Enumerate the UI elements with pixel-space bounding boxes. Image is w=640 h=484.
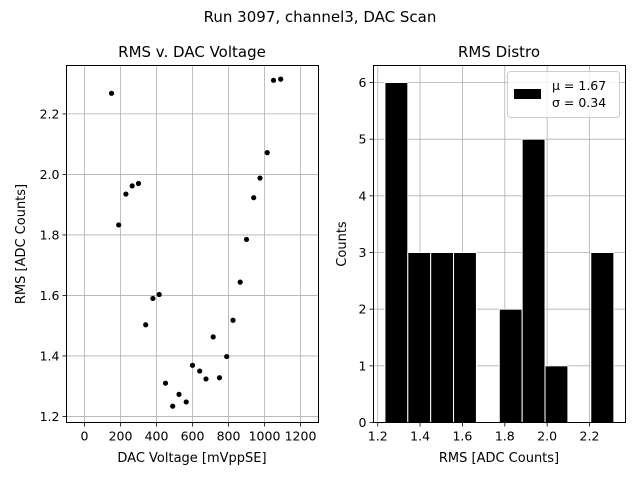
- histogram-x-tick-label: 1.4: [410, 429, 430, 444]
- histogram-bar: [521, 138, 546, 424]
- scatter-point: [129, 183, 135, 189]
- scatter-y-ticks: 1.2 1.4 1.6 1.8 2.0 2.2: [40, 106, 67, 424]
- scatter-point: [230, 317, 236, 323]
- scatter-x-ticks: 0 200 400 600 800 1000 1200: [81, 422, 317, 444]
- scatter-point: [183, 399, 189, 405]
- histogram-y-tick-label: 1: [359, 358, 367, 373]
- histogram-panel: 1.2 1.4 1.6 1.8 2.0 2.2 0 1 2 3 4 5 6 RMS Distro RM…: [335, 43, 626, 466]
- scatter-title: RMS v. DAC Voltage: [118, 43, 266, 61]
- scatter-point: [203, 376, 209, 382]
- scatter-point: [156, 291, 162, 298]
- scatter-point: [150, 295, 156, 302]
- histogram-x-tick-label: 1.6: [452, 429, 472, 444]
- scatter-y-tick-label: 2.0: [40, 167, 60, 182]
- histogram-y-tick-label: 5: [359, 132, 367, 147]
- figure-suptitle: Run 3097, channel3, DAC Scan: [204, 8, 437, 26]
- scatter-point: [237, 279, 243, 285]
- scatter-x-tick-label: 200: [109, 429, 133, 444]
- histogram-bars: [384, 82, 615, 424]
- histogram-x-tick-label: 2.0: [537, 429, 557, 444]
- histogram-bar: [453, 252, 477, 423]
- legend-swatch: [514, 89, 541, 99]
- scatter-point: [108, 90, 115, 96]
- histogram-bar: [384, 82, 409, 423]
- scatter-point: [116, 222, 122, 228]
- histogram-bar: [498, 308, 523, 423]
- scatter-y-tick-label: 1.4: [40, 348, 60, 363]
- scatter-x-tick-label: 800: [217, 429, 241, 444]
- histogram-y-tick-label: 3: [359, 245, 367, 260]
- histogram-bar: [407, 252, 432, 423]
- histogram-y-tick-label: 4: [359, 188, 367, 203]
- scatter-x-tick-label: 1000: [249, 429, 281, 444]
- scatter-point: [123, 191, 129, 197]
- histogram-bar: [544, 365, 569, 424]
- scatter-y-tick-label: 1.8: [40, 227, 60, 242]
- histogram-y-tick-label: 0: [359, 415, 367, 430]
- histogram-x-tick-label: 2.2: [580, 429, 600, 444]
- scatter-point: [189, 362, 196, 368]
- scatter-x-label: DAC Voltage [mVppSE]: [117, 451, 266, 466]
- scatter-x-tick-label: 1200: [285, 429, 317, 444]
- histogram-legend: μ = 1.67 σ = 0.34: [507, 71, 620, 118]
- scatter-point: [170, 403, 176, 409]
- scatter-grid: [66, 65, 319, 423]
- scatter-point: [162, 380, 169, 386]
- scatter-point: [176, 391, 182, 397]
- histogram-axes-frame: [373, 65, 626, 423]
- scatter-y-tick-label: 1.6: [40, 288, 60, 303]
- scatter-point: [270, 77, 277, 83]
- scatter-points: [108, 76, 284, 409]
- scatter-point: [251, 195, 257, 201]
- histogram-x-tick-label: 1.2: [368, 429, 388, 444]
- scatter-x-tick-label: 600: [181, 429, 205, 444]
- legend-mu-text: μ = 1.67: [552, 78, 606, 93]
- histogram-x-tick-label: 1.8: [495, 429, 515, 444]
- histogram-y-label: Counts: [335, 221, 350, 267]
- histogram-y-tick-label: 2: [359, 302, 367, 317]
- histogram-y-tick-label: 6: [359, 75, 367, 90]
- scatter-point: [210, 334, 216, 340]
- histogram-title: RMS Distro: [458, 43, 540, 61]
- scatter-x-tick-label: 400: [145, 429, 169, 444]
- histogram-bar: [590, 252, 615, 423]
- scatter-point: [224, 353, 230, 360]
- legend-sigma-text: σ = 0.34: [552, 95, 606, 110]
- scatter-x-tick-label: 0: [81, 429, 89, 444]
- scatter-point: [143, 322, 149, 328]
- histogram-y-ticks: 0 1 2 3 4 5 6: [359, 75, 374, 430]
- scatter-point: [197, 368, 203, 374]
- histogram-x-ticks: 1.2 1.4 1.6 1.8 2.0 2.2: [368, 422, 600, 444]
- scatter-point: [216, 375, 223, 381]
- scatter-panel: 0 200 400 600 800 1000 1200 1.2 1.4 1.6 1.8 2.0 2.2…: [14, 43, 319, 466]
- scatter-point: [264, 150, 270, 156]
- scatter-y-label: RMS [ADC Counts]: [14, 184, 29, 304]
- legend-box: [507, 71, 620, 118]
- scatter-y-tick-label: 2.2: [40, 106, 60, 121]
- scatter-point: [135, 180, 142, 187]
- histogram-bar: [430, 252, 455, 423]
- histogram-x-label: RMS [ADC Counts]: [439, 451, 559, 466]
- scatter-point: [278, 76, 284, 82]
- scatter-point: [257, 175, 263, 181]
- scatter-point: [243, 236, 250, 243]
- scatter-y-tick-label: 1.2: [40, 409, 60, 424]
